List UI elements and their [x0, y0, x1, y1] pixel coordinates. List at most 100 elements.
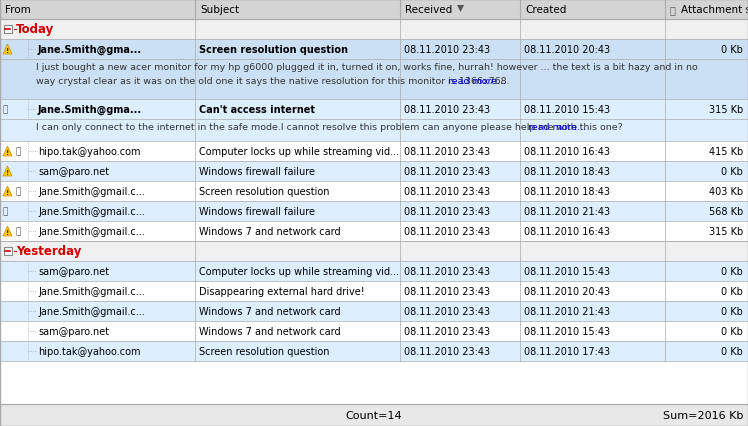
- Text: I can only connect to the internet in the safe mode.I cannot resolve this proble: I can only connect to the internet in th…: [36, 123, 626, 132]
- Bar: [0, 0, 748, 20]
- Bar: [4, 248, 12, 256]
- Text: 08.11.2010 21:43: 08.11.2010 21:43: [524, 306, 610, 316]
- Text: 08.11.2010 23:43: 08.11.2010 23:43: [404, 306, 490, 316]
- Text: read more...: read more...: [448, 77, 506, 86]
- Bar: [0, 222, 748, 242]
- Text: 08.11.2010 23:43: 08.11.2010 23:43: [404, 227, 490, 236]
- Text: 08.11.2010 23:43: 08.11.2010 23:43: [404, 346, 490, 356]
- Text: 08.11.2010 15:43: 08.11.2010 15:43: [524, 105, 610, 115]
- Polygon shape: [3, 167, 12, 177]
- Text: Jane.Smith@gmail.c...: Jane.Smith@gmail.c...: [38, 227, 145, 236]
- Text: Jane.Smith@gmail.c...: Jane.Smith@gmail.c...: [38, 207, 145, 216]
- Text: 0 Kb: 0 Kb: [721, 167, 743, 177]
- Bar: [0, 60, 748, 100]
- Text: I just bought a new acer monitor for my hp g6000 plugged it in, turned it on, wo: I just bought a new acer monitor for my …: [36, 63, 698, 72]
- Text: 08.11.2010 18:43: 08.11.2010 18:43: [524, 187, 610, 196]
- Text: 08.11.2010 23:43: 08.11.2010 23:43: [404, 187, 490, 196]
- Text: 08.11.2010 23:43: 08.11.2010 23:43: [404, 266, 490, 276]
- Text: 08.11.2010 23:43: 08.11.2010 23:43: [404, 207, 490, 216]
- Text: 08.11.2010 21:43: 08.11.2010 21:43: [524, 207, 610, 216]
- Text: 08.11.2010 16:43: 08.11.2010 16:43: [524, 227, 610, 236]
- Bar: [0, 301, 748, 321]
- Text: 08.11.2010 15:43: 08.11.2010 15:43: [524, 326, 610, 336]
- Text: Screen resolution question: Screen resolution question: [199, 346, 330, 356]
- Text: 0 Kb: 0 Kb: [721, 306, 743, 316]
- Text: 568 Kb: 568 Kb: [709, 207, 743, 216]
- Text: Today: Today: [16, 23, 55, 36]
- Text: 315 Kb: 315 Kb: [709, 227, 743, 236]
- Bar: [0, 100, 748, 120]
- Text: 08.11.2010 23:43: 08.11.2010 23:43: [404, 105, 490, 115]
- Text: Screen resolution question: Screen resolution question: [199, 45, 348, 55]
- Text: Subject: Subject: [200, 5, 239, 15]
- Text: 0 Kb: 0 Kb: [721, 326, 743, 336]
- Text: way crystal clear as it was on the old one it says the native resolution for thi: way crystal clear as it was on the old o…: [36, 77, 512, 86]
- Bar: [0, 161, 748, 181]
- Text: read more...: read more...: [528, 123, 586, 132]
- Text: 08.11.2010 23:43: 08.11.2010 23:43: [404, 147, 490, 157]
- Text: 415 Kb: 415 Kb: [709, 147, 743, 157]
- Text: 0 Kb: 0 Kb: [721, 286, 743, 296]
- Text: 08.11.2010 16:43: 08.11.2010 16:43: [524, 147, 610, 157]
- Text: !: !: [6, 170, 9, 176]
- Bar: [0, 281, 748, 301]
- Text: Jane.Smith@gma...: Jane.Smith@gma...: [38, 45, 142, 55]
- Text: 0 Kb: 0 Kb: [721, 45, 743, 55]
- Text: Computer locks up while streaming vid...: Computer locks up while streaming vid...: [199, 266, 399, 276]
- Text: Windows 7 and network card: Windows 7 and network card: [199, 326, 340, 336]
- Text: 📎: 📎: [3, 105, 8, 114]
- Text: 403 Kb: 403 Kb: [709, 187, 743, 196]
- Text: Screen resolution question: Screen resolution question: [199, 187, 330, 196]
- Text: Attachment size: Attachment size: [681, 5, 748, 15]
- Text: 08.11.2010 23:43: 08.11.2010 23:43: [404, 45, 490, 55]
- Text: Created: Created: [525, 5, 566, 15]
- Bar: [0, 242, 748, 262]
- Text: 08.11.2010 23:43: 08.11.2010 23:43: [404, 167, 490, 177]
- Bar: [0, 341, 748, 361]
- Text: sam@paro.net: sam@paro.net: [38, 266, 109, 276]
- Text: Windows firewall failure: Windows firewall failure: [199, 167, 315, 177]
- Text: Count=14: Count=14: [346, 410, 402, 420]
- Text: From: From: [5, 5, 31, 15]
- Bar: [4, 26, 12, 34]
- Bar: [0, 262, 748, 281]
- Bar: [0, 120, 748, 142]
- Text: !: !: [6, 48, 9, 54]
- Text: Windows 7 and network card: Windows 7 and network card: [199, 227, 340, 236]
- Text: hipo.tak@yahoo.com: hipo.tak@yahoo.com: [38, 147, 141, 157]
- Text: 315 Kb: 315 Kb: [709, 105, 743, 115]
- Text: Jane.Smith@gmail.c...: Jane.Smith@gmail.c...: [38, 187, 145, 196]
- Text: 08.11.2010 17:43: 08.11.2010 17:43: [524, 346, 610, 356]
- Text: 📎: 📎: [16, 227, 22, 236]
- Text: sam@paro.net: sam@paro.net: [38, 326, 109, 336]
- Polygon shape: [3, 147, 12, 157]
- Text: 📎: 📎: [16, 147, 22, 156]
- Polygon shape: [3, 45, 12, 55]
- Bar: [0, 40, 748, 60]
- Text: !: !: [6, 190, 9, 196]
- Text: Yesterday: Yesterday: [16, 245, 82, 258]
- Text: hipo.tak@yahoo.com: hipo.tak@yahoo.com: [38, 346, 141, 356]
- Text: Can't access internet: Can't access internet: [199, 105, 315, 115]
- Polygon shape: [457, 6, 464, 13]
- Text: Windows 7 and network card: Windows 7 and network card: [199, 306, 340, 316]
- Text: 0 Kb: 0 Kb: [721, 346, 743, 356]
- Bar: [0, 321, 748, 341]
- Text: 08.11.2010 18:43: 08.11.2010 18:43: [524, 167, 610, 177]
- Text: sam@paro.net: sam@paro.net: [38, 167, 109, 177]
- Bar: [0, 201, 748, 222]
- Text: 08.11.2010 20:43: 08.11.2010 20:43: [524, 45, 610, 55]
- Text: 📎: 📎: [670, 5, 676, 15]
- Text: Sum=2016 Kb: Sum=2016 Kb: [663, 410, 743, 420]
- Polygon shape: [3, 227, 12, 236]
- Text: 08.11.2010 23:43: 08.11.2010 23:43: [404, 326, 490, 336]
- Polygon shape: [3, 187, 12, 196]
- Text: Disappearing external hard drive!: Disappearing external hard drive!: [199, 286, 364, 296]
- Text: !: !: [6, 150, 9, 155]
- Text: !: !: [6, 230, 9, 236]
- Text: Windows firewall failure: Windows firewall failure: [199, 207, 315, 216]
- Text: Jane.Smith@gmail.c...: Jane.Smith@gmail.c...: [38, 306, 145, 316]
- Text: Received: Received: [405, 5, 453, 15]
- Bar: [0, 404, 748, 426]
- Text: 08.11.2010 23:43: 08.11.2010 23:43: [404, 286, 490, 296]
